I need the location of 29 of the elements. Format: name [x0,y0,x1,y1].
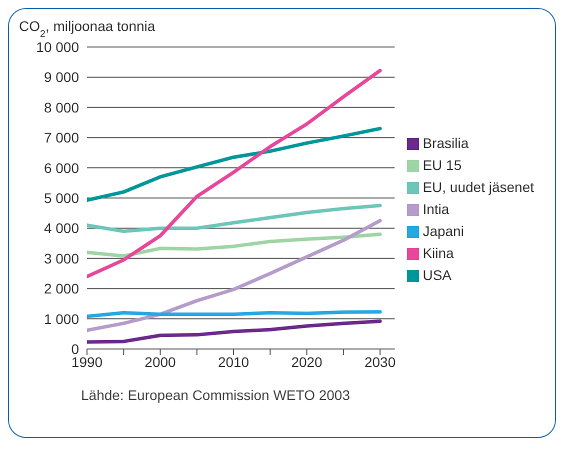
y-tick-label: 8 000 [44,99,80,116]
y-tick-label: 10 000 [36,38,80,55]
legend-label: EU, uudet jäsenet [422,179,534,195]
legend-label: Kiina [422,245,454,261]
line-series [87,126,382,202]
y-tick-label: 5 000 [44,190,80,206]
y-tick-label: 9 000 [44,69,80,86]
line-series [87,232,382,258]
line-series [87,204,382,233]
y-tick-label: 1 000 [44,310,80,327]
x-tick-label: 2020 [291,354,323,370]
y-tick-label: 4 000 [44,220,80,236]
y-tick-label: 6 000 [44,160,80,176]
legend-label: USA [422,267,452,283]
y-tick-label: 2 000 [44,280,80,297]
y-tick-label: 3 000 [44,250,80,266]
legend-label: EU 15 [422,157,462,173]
legend-label: Intia [422,201,450,217]
y-axis-title: CO$_{2}$, miljoonaa tonnia [19,18,156,40]
legend-label: Japani [422,223,464,239]
y-tick-label: 7 000 [44,130,80,146]
legend-label: Brasilia [422,135,469,151]
x-tick-label: 2010 [218,354,250,370]
x-tick-label: 2030 [364,354,396,370]
x-tick-label: 2000 [144,354,176,370]
line-series [87,68,382,278]
line-series [87,319,382,344]
text: Lähde: European Commission WETO 2003 [81,387,350,403]
line-series [87,218,382,332]
